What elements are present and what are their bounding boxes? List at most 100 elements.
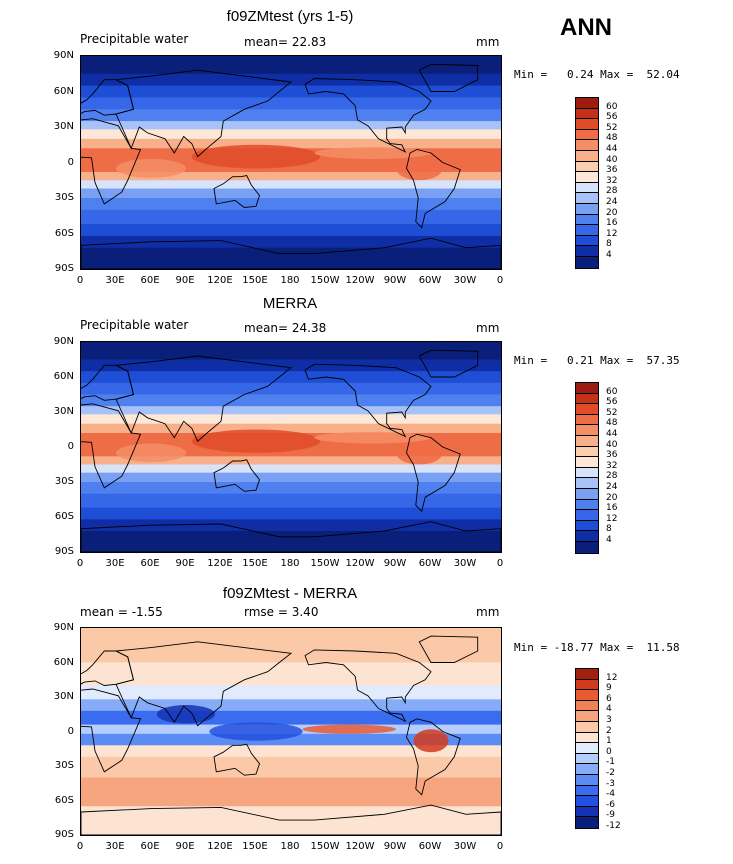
lon-tick-label: 150W xyxy=(310,841,340,852)
colorbar-label: 4 xyxy=(606,704,612,715)
contour-band xyxy=(81,56,501,75)
colorbar-swatch xyxy=(576,499,598,511)
colorbar-label: 40 xyxy=(606,154,618,165)
colorbar-label: 56 xyxy=(606,397,618,408)
colorbar-label: 32 xyxy=(606,175,618,186)
coastline xyxy=(304,78,432,153)
colorbar-swatch xyxy=(576,774,598,786)
lon-tick-label: 60E xyxy=(140,841,160,852)
contour-band xyxy=(81,482,501,495)
coastline xyxy=(114,355,293,442)
panel-1-title: f09ZMtest (yrs 1-5) xyxy=(226,8,354,25)
lon-tick-label: 0 xyxy=(76,841,84,852)
coastline xyxy=(213,174,261,208)
colorbar-swatch xyxy=(576,690,598,701)
colorbar-label: 2 xyxy=(606,725,612,736)
contour-band xyxy=(81,507,501,520)
colorbar-label: 44 xyxy=(606,144,618,154)
colorbar-label: 12 xyxy=(606,228,618,239)
panel-1-map xyxy=(80,55,502,270)
colorbar-swatch xyxy=(576,246,598,257)
panel-1-units-label: mm xyxy=(476,35,500,49)
colorbar-swatch xyxy=(576,743,598,754)
colorbar-label: 56 xyxy=(606,112,618,123)
colorbar-label: 16 xyxy=(606,218,618,229)
colorbar-swatch xyxy=(576,467,598,479)
lon-tick-label: 150W xyxy=(310,275,340,286)
colorbar-swatch xyxy=(576,256,598,268)
contour-band xyxy=(81,73,501,87)
panel-3-rmse-label: rmse = 3.40 xyxy=(244,605,319,619)
colorbar-swatch xyxy=(576,404,598,415)
contour-feature xyxy=(314,147,431,159)
contour-band xyxy=(81,198,501,211)
coastline xyxy=(81,688,142,773)
lon-tick-label: 60E xyxy=(140,558,160,569)
contour-band xyxy=(81,85,501,98)
lon-tick-label: 150E xyxy=(242,558,268,569)
coastline xyxy=(418,63,479,92)
colorbar-swatch xyxy=(576,700,598,712)
colorbar-swatch xyxy=(576,669,598,680)
coastline xyxy=(81,403,142,489)
map-canvas xyxy=(81,56,501,269)
lon-tick-label: 90W xyxy=(383,275,407,286)
coastline xyxy=(406,149,461,229)
colorbar-label: 24 xyxy=(606,197,618,207)
contour-band xyxy=(81,733,501,746)
colorbar-swatch xyxy=(576,225,598,236)
panel-3-mean-label: mean = -1.55 xyxy=(80,605,163,619)
colorbar-swatch xyxy=(576,488,598,500)
colorbar-label: 0 xyxy=(606,746,612,757)
colorbar-label: -4 xyxy=(606,789,615,800)
colorbar-label: 28 xyxy=(606,471,618,482)
lon-tick-label: 0 xyxy=(76,275,84,286)
colorbar-swatch xyxy=(576,531,598,542)
lon-tick-label: 180 xyxy=(280,558,300,569)
colorbar-swatch xyxy=(576,172,598,183)
lat-tick-label: 60N xyxy=(53,85,74,97)
lon-tick-label: 30E xyxy=(105,558,125,569)
contour-band xyxy=(81,171,501,181)
colorbar-label: 20 xyxy=(606,207,618,218)
colorbar-swatch xyxy=(576,383,598,394)
lat-tick-label: 30S xyxy=(54,476,74,487)
colorbar-label: 36 xyxy=(606,450,618,461)
colorbar-swatch xyxy=(576,235,598,247)
colorbar-label: 16 xyxy=(606,503,618,514)
colorbar-label: 40 xyxy=(606,439,618,450)
contour-band xyxy=(81,685,501,700)
lon-tick-label: 30W xyxy=(453,558,477,569)
colorbar-swatch xyxy=(576,161,598,173)
colorbar-swatch xyxy=(576,214,598,226)
colorbar-swatch xyxy=(576,806,598,818)
lon-tick-label: 180 xyxy=(280,841,300,852)
contour-band xyxy=(81,382,501,395)
contour-band xyxy=(81,699,501,712)
lon-tick-label: 0 xyxy=(496,558,504,569)
lon-tick-label: 150E xyxy=(242,841,268,852)
coastline xyxy=(418,349,479,378)
contour-band xyxy=(81,406,501,415)
colorbar-label: 48 xyxy=(606,418,618,429)
colorbar-label: -6 xyxy=(606,799,615,810)
lat-tick-label: 0 xyxy=(67,156,74,168)
colorbar-label: 12 xyxy=(606,513,618,524)
coastline xyxy=(81,804,501,835)
contour-feature xyxy=(209,722,303,741)
panel-2-variable-label: Precipitable water xyxy=(80,318,189,332)
panel-2-colorbar xyxy=(575,382,599,554)
panel-2-title: MERRA xyxy=(262,295,318,312)
coastline xyxy=(304,363,432,438)
colorbar-label: 60 xyxy=(606,101,618,112)
lat-tick-label: 0 xyxy=(67,441,74,452)
contour-band xyxy=(81,224,501,237)
contour-feature xyxy=(413,729,449,753)
contour-band xyxy=(81,209,501,225)
coastline xyxy=(81,237,501,269)
contour-band xyxy=(81,756,501,778)
lon-tick-label: 30E xyxy=(105,275,125,286)
colorbar-label: 12 xyxy=(606,672,618,683)
panel-1-variable-label: Precipitable water xyxy=(80,32,189,46)
colorbar-label: 9 xyxy=(606,683,612,694)
